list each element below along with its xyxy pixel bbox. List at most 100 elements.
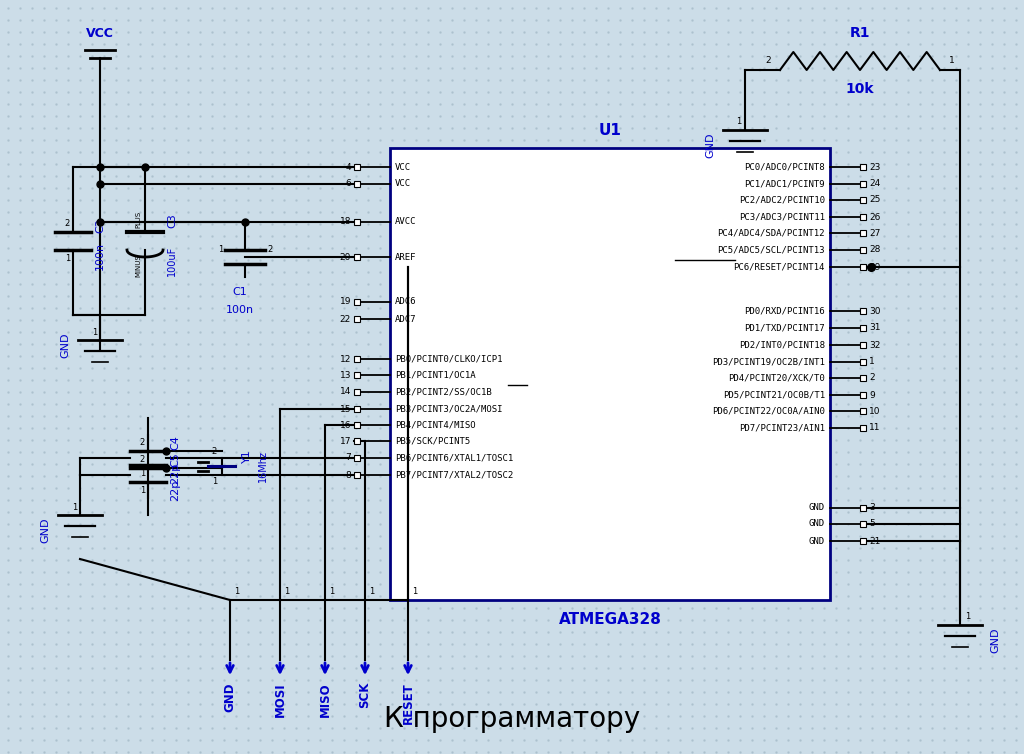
Text: PD5/PCINT21/OC0B/T1: PD5/PCINT21/OC0B/T1 — [723, 391, 825, 400]
Text: PB1/PCINT1/OC1A: PB1/PCINT1/OC1A — [395, 370, 475, 379]
Text: ADC7: ADC7 — [395, 314, 417, 323]
Bar — [860, 247, 866, 253]
Text: 29: 29 — [869, 262, 881, 271]
Bar — [860, 181, 866, 187]
Text: GND: GND — [990, 627, 1000, 653]
Text: 23: 23 — [869, 163, 881, 171]
Text: 100n: 100n — [95, 242, 105, 270]
Text: PB0/PCINT0/CLKO/ICP1: PB0/PCINT0/CLKO/ICP1 — [395, 354, 503, 363]
Bar — [354, 406, 360, 412]
Bar — [354, 389, 360, 395]
Text: PB6/PCINT6/XTAL1/TOSC1: PB6/PCINT6/XTAL1/TOSC1 — [395, 453, 513, 462]
Text: PB3/PCINT3/OC2A/MOSI: PB3/PCINT3/OC2A/MOSI — [395, 404, 503, 413]
Text: 8: 8 — [345, 470, 351, 480]
Text: PD0/RXD/PCINT16: PD0/RXD/PCINT16 — [744, 306, 825, 315]
Text: 1: 1 — [949, 56, 955, 65]
Text: 2: 2 — [139, 438, 145, 447]
Bar — [860, 214, 866, 220]
Text: ATMEGA328: ATMEGA328 — [558, 612, 662, 627]
Text: PC2/ADC2/PCINT10: PC2/ADC2/PCINT10 — [739, 195, 825, 204]
Text: GND: GND — [809, 520, 825, 529]
Text: 2: 2 — [869, 373, 874, 382]
Text: VCC: VCC — [86, 27, 114, 40]
Text: 31: 31 — [869, 323, 881, 333]
Text: К программатору: К программатору — [384, 705, 640, 733]
Text: C2: C2 — [95, 219, 105, 234]
Text: 21: 21 — [869, 537, 881, 545]
Bar — [354, 372, 360, 378]
Text: 1: 1 — [72, 503, 77, 512]
Bar — [860, 197, 866, 203]
Text: 17: 17 — [340, 437, 351, 446]
Text: 1: 1 — [284, 587, 289, 596]
Text: GND: GND — [60, 333, 70, 357]
Text: 1: 1 — [212, 477, 217, 486]
Text: GND: GND — [809, 537, 825, 545]
Bar — [354, 181, 360, 187]
Text: 30: 30 — [869, 306, 881, 315]
Text: GND: GND — [40, 517, 50, 543]
Text: PD3/PCINT19/OC2B/INT1: PD3/PCINT19/OC2B/INT1 — [712, 357, 825, 366]
Text: 3: 3 — [869, 504, 874, 513]
Text: PC3/ADC3/PCINT11: PC3/ADC3/PCINT11 — [739, 213, 825, 222]
Text: ADC6: ADC6 — [395, 298, 417, 306]
Bar — [354, 422, 360, 428]
Text: MISO: MISO — [318, 682, 332, 716]
Text: 2: 2 — [212, 447, 217, 456]
Text: 10k: 10k — [846, 82, 874, 96]
Text: PD4/PCINT20/XCK/T0: PD4/PCINT20/XCK/T0 — [728, 373, 825, 382]
Text: 16: 16 — [340, 421, 351, 430]
Bar — [860, 230, 866, 236]
Bar — [860, 408, 866, 414]
Text: 1: 1 — [234, 587, 240, 596]
Text: 1: 1 — [65, 254, 70, 263]
Bar — [354, 254, 360, 260]
Text: AVCC: AVCC — [395, 217, 417, 226]
Text: 2: 2 — [765, 56, 771, 65]
Text: 100uF: 100uF — [167, 246, 177, 276]
Text: 1: 1 — [869, 357, 874, 366]
Text: 2: 2 — [267, 246, 272, 255]
Bar — [860, 164, 866, 170]
Text: 1: 1 — [139, 469, 145, 478]
Text: PD1/TXD/PCINT17: PD1/TXD/PCINT17 — [744, 323, 825, 333]
Bar — [354, 438, 360, 444]
Text: 1: 1 — [218, 246, 223, 255]
Text: PB5/SCK/PCINT5: PB5/SCK/PCINT5 — [395, 437, 470, 446]
Bar — [860, 325, 866, 331]
Text: C5: C5 — [170, 452, 180, 467]
Text: 7: 7 — [345, 453, 351, 462]
Text: 20: 20 — [340, 253, 351, 262]
Text: 2: 2 — [139, 455, 145, 464]
Bar — [354, 299, 360, 305]
Text: 26: 26 — [869, 213, 881, 222]
Text: C4: C4 — [170, 436, 180, 450]
Text: PC4/ADC4/SDA/PCINT12: PC4/ADC4/SDA/PCINT12 — [718, 228, 825, 238]
Text: PD6/PCINT22/OC0A/AIN0: PD6/PCINT22/OC0A/AIN0 — [712, 406, 825, 415]
Text: GND: GND — [223, 682, 237, 712]
Bar — [354, 455, 360, 461]
Text: VCC: VCC — [395, 163, 411, 171]
Text: PD2/INT0/PCINT18: PD2/INT0/PCINT18 — [739, 341, 825, 350]
Text: 6: 6 — [345, 179, 351, 188]
Text: 10: 10 — [869, 406, 881, 415]
Text: 1: 1 — [139, 486, 145, 495]
Text: C1: C1 — [232, 287, 248, 297]
Bar — [390, 148, 830, 600]
Text: 22p: 22p — [170, 480, 180, 501]
Bar — [354, 219, 360, 225]
Text: Y1: Y1 — [242, 449, 252, 464]
Text: 1: 1 — [965, 612, 971, 621]
Bar — [860, 505, 866, 511]
Text: PC0/ADC0/PCINT8: PC0/ADC0/PCINT8 — [744, 163, 825, 171]
Text: PC5/ADC5/SCL/PCINT13: PC5/ADC5/SCL/PCINT13 — [718, 246, 825, 255]
Bar — [354, 356, 360, 362]
Bar — [860, 264, 866, 270]
Text: PC6/RESET/PCINT14: PC6/RESET/PCINT14 — [733, 262, 825, 271]
Text: U1: U1 — [599, 123, 622, 138]
Text: 18: 18 — [340, 217, 351, 226]
Text: 5: 5 — [869, 520, 874, 529]
Bar — [860, 392, 866, 398]
Bar — [208, 466, 236, 467]
Text: 9: 9 — [869, 391, 874, 400]
